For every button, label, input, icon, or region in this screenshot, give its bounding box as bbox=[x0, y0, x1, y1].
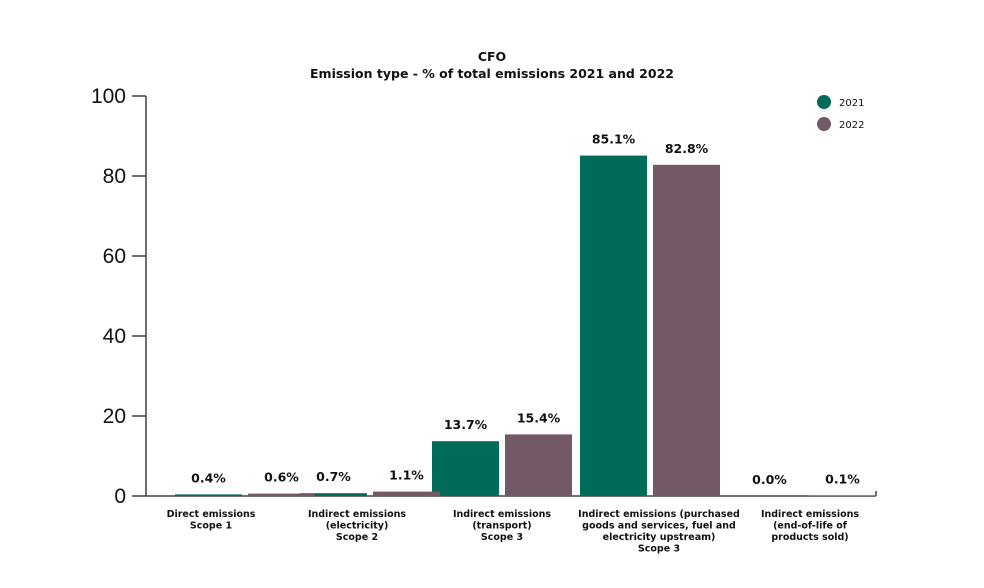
bar-2021-1 bbox=[300, 493, 367, 496]
legend-marker bbox=[817, 117, 831, 131]
legend-label: 2022 bbox=[839, 120, 864, 131]
category-label: Direct emissions Scope 1 bbox=[167, 509, 256, 532]
data-label: 0.6% bbox=[264, 470, 299, 485]
bar-2022-3 bbox=[653, 164, 720, 497]
y-tick-label: 0 bbox=[114, 485, 126, 508]
y-tick-label: 20 bbox=[103, 405, 126, 428]
bar-2021-3 bbox=[580, 155, 647, 496]
category-labels: Direct emissions Scope 1 Indirect emission… bbox=[167, 509, 860, 555]
chart-subtitle: Emission type - % of total emissions 202… bbox=[310, 66, 674, 81]
data-label: 85.1% bbox=[592, 132, 636, 147]
data-label: 15.4% bbox=[517, 410, 561, 425]
chart-title: CFO bbox=[478, 49, 506, 64]
legend: 2021 2022 bbox=[817, 95, 864, 131]
data-label: 0.4% bbox=[191, 470, 226, 485]
legend-label: 2021 bbox=[839, 98, 864, 109]
bars bbox=[175, 155, 876, 497]
data-label: 13.7% bbox=[444, 417, 488, 432]
bar-2022-2 bbox=[505, 434, 572, 496]
category-label: Indirect emissions (electricity) Scope 2 bbox=[308, 509, 406, 543]
category-label: Indirect emissions (transport) Scope 3 bbox=[453, 509, 551, 543]
legend-marker bbox=[817, 95, 831, 109]
y-tick-label: 40 bbox=[103, 325, 126, 348]
bar-2021-2 bbox=[432, 441, 499, 496]
y-tick-label: 60 bbox=[103, 245, 126, 268]
data-label: 1.1% bbox=[389, 468, 424, 483]
data-label: 0.7% bbox=[316, 469, 351, 484]
data-label: 0.1% bbox=[825, 472, 860, 487]
category-label: Indirect emissions (end-of-life of product… bbox=[761, 509, 859, 543]
data-label: 82.8% bbox=[665, 141, 709, 156]
y-tick-label: 100 bbox=[91, 85, 126, 108]
bar-2022-0 bbox=[248, 493, 315, 496]
bar-2021-0 bbox=[175, 494, 242, 496]
bar-2022-1 bbox=[373, 491, 440, 496]
y-tick-label: 80 bbox=[103, 165, 126, 188]
data-label: 0.0% bbox=[752, 472, 787, 487]
category-label: Indirect emissions (purchased goods and s… bbox=[578, 509, 740, 555]
data-labels: 0.4% 0.7% 13.7% 85.1% 0.0% 0.6% 1.1% 15.4% 82.8%… bbox=[191, 132, 860, 487]
